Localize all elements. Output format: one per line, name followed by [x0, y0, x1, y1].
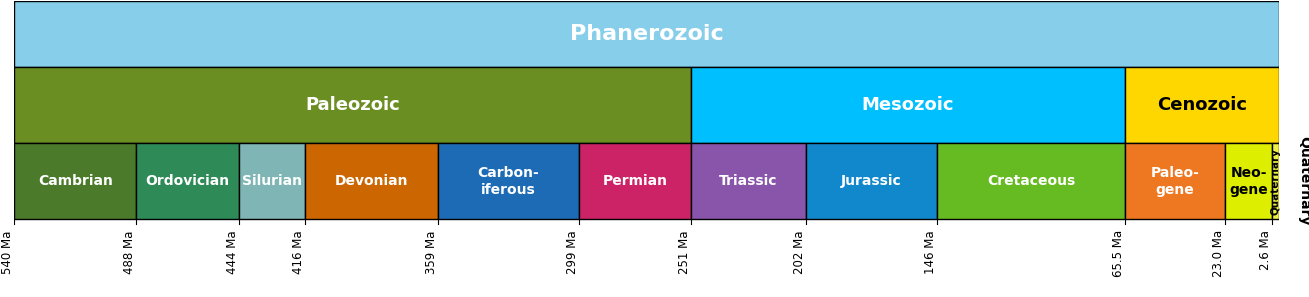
Text: Jurassic: Jurassic	[840, 174, 902, 188]
Text: 540 Ma: 540 Ma	[1, 230, 14, 274]
Bar	[439, 143, 579, 219]
Bar	[805, 143, 937, 219]
Text: Paleo-
gene: Paleo- gene	[1151, 165, 1199, 197]
Text: Ordovician: Ordovician	[145, 174, 229, 188]
Bar	[14, 67, 691, 143]
Text: Silurian: Silurian	[242, 174, 302, 188]
Text: 416 Ma: 416 Ma	[292, 230, 305, 274]
Text: Quaternary: Quaternary	[1271, 148, 1280, 215]
Bar	[14, 143, 136, 219]
Text: Phanerozoic: Phanerozoic	[569, 24, 724, 44]
Text: 65.5 Ma: 65.5 Ma	[1113, 230, 1126, 277]
Bar	[240, 143, 305, 219]
Text: Paleozoic: Paleozoic	[305, 96, 401, 114]
Text: 444 Ma: 444 Ma	[226, 230, 240, 274]
Text: Mesozoic: Mesozoic	[861, 96, 954, 114]
Text: 2.6 Ma: 2.6 Ma	[1259, 230, 1272, 270]
Text: Carbon-
iferous: Carbon- iferous	[478, 165, 539, 197]
Text: 488 Ma: 488 Ma	[123, 230, 136, 274]
Text: 251 Ma: 251 Ma	[678, 230, 691, 274]
Bar	[14, 1, 1279, 67]
Bar	[1272, 143, 1279, 219]
Bar	[691, 143, 805, 219]
Bar	[136, 143, 240, 219]
Bar	[937, 143, 1126, 219]
Text: Cenozoic: Cenozoic	[1157, 96, 1247, 114]
Text: Devonian: Devonian	[335, 174, 408, 188]
Text: Neo-
gene: Neo- gene	[1229, 165, 1268, 197]
Bar	[1225, 143, 1272, 219]
Text: Triassic: Triassic	[719, 174, 778, 188]
Text: 23.0 Ma: 23.0 Ma	[1212, 230, 1225, 277]
Text: 299 Ma: 299 Ma	[565, 230, 579, 274]
Text: Cambrian: Cambrian	[38, 174, 113, 188]
Bar	[305, 143, 439, 219]
Bar	[579, 143, 691, 219]
Text: 202 Ma: 202 Ma	[793, 230, 805, 274]
Bar	[691, 67, 1126, 143]
Text: Permian: Permian	[602, 174, 668, 188]
Text: Cretaceous: Cretaceous	[987, 174, 1075, 188]
Text: 146 Ma: 146 Ma	[924, 230, 937, 274]
Text: Quaternary: Quaternary	[1297, 136, 1309, 226]
Bar	[1126, 143, 1225, 219]
Text: 359 Ma: 359 Ma	[425, 230, 439, 274]
Bar	[1126, 67, 1279, 143]
